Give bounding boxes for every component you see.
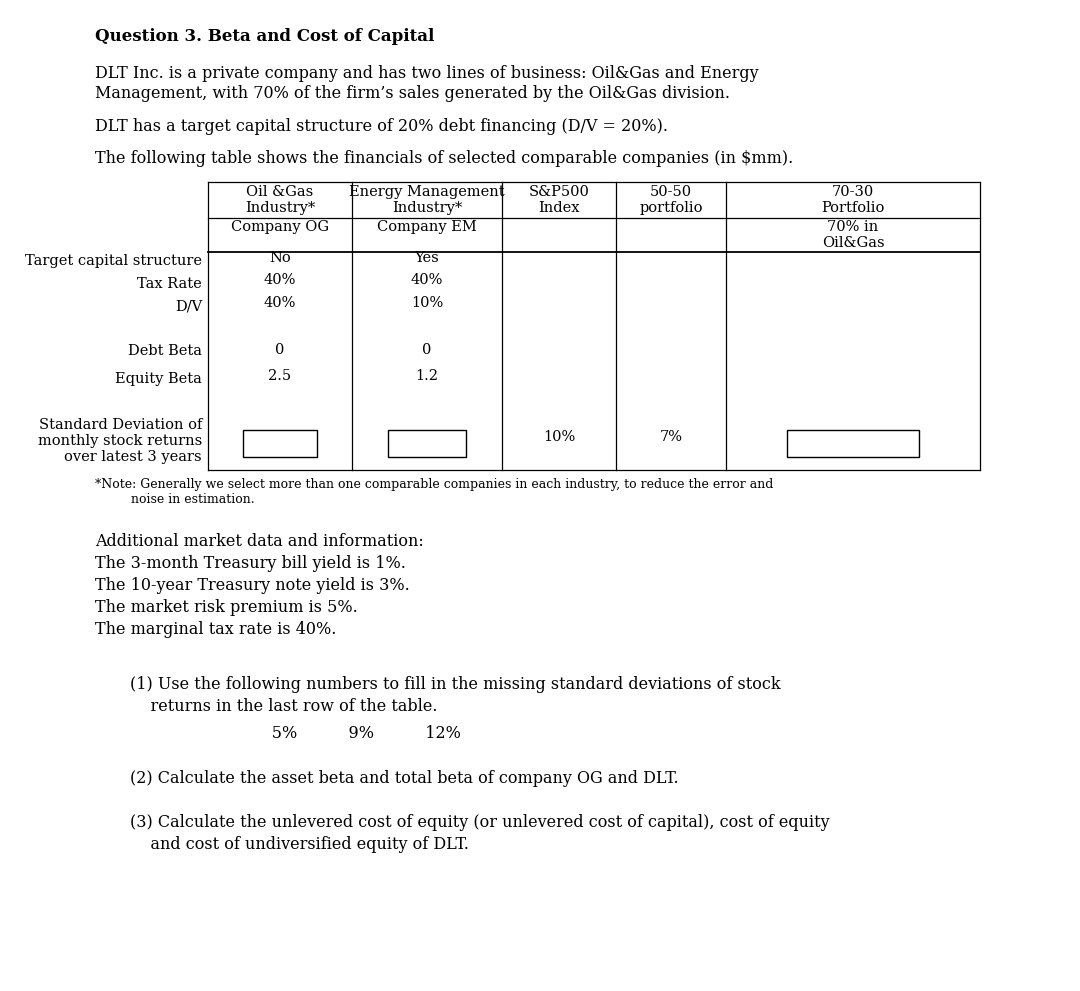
Bar bbox=[243, 429, 318, 457]
Text: Target capital structure: Target capital structure bbox=[25, 254, 202, 268]
Text: DLT has a target capital structure of 20% debt financing (D/V = 20%).: DLT has a target capital structure of 20… bbox=[95, 118, 669, 135]
Text: 70% in
Oil&Gas: 70% in Oil&Gas bbox=[822, 220, 885, 250]
Text: Question 3. Beta and Cost of Capital: Question 3. Beta and Cost of Capital bbox=[95, 28, 434, 45]
Text: and cost of undiversified equity of DLT.: and cost of undiversified equity of DLT. bbox=[130, 836, 469, 853]
Text: 70-30
Portfolio: 70-30 Portfolio bbox=[821, 185, 885, 215]
Text: The 10-year Treasury note yield is 3%.: The 10-year Treasury note yield is 3%. bbox=[95, 577, 409, 594]
Text: 0: 0 bbox=[275, 343, 285, 357]
Text: Standard Deviation of
monthly stock returns
over latest 3 years: Standard Deviation of monthly stock retu… bbox=[38, 418, 202, 465]
Text: Equity Beta: Equity Beta bbox=[116, 372, 202, 386]
Text: Yes: Yes bbox=[415, 251, 440, 265]
Bar bbox=[388, 429, 465, 457]
Bar bbox=[787, 429, 919, 457]
Text: Additional market data and information:: Additional market data and information: bbox=[95, 533, 423, 550]
Text: The following table shows the financials of selected comparable companies (in $m: The following table shows the financials… bbox=[95, 150, 793, 167]
Text: No: No bbox=[269, 251, 291, 265]
Text: DLT Inc. is a private company and has two lines of business: Oil&Gas and Energy: DLT Inc. is a private company and has tw… bbox=[95, 65, 758, 82]
Text: (3) Calculate the unlevered cost of equity (or unlevered cost of capital), cost : (3) Calculate the unlevered cost of equi… bbox=[130, 814, 829, 831]
Text: 0: 0 bbox=[422, 343, 432, 357]
Text: Oil &Gas
Industry*: Oil &Gas Industry* bbox=[245, 185, 315, 215]
Text: Company OG: Company OG bbox=[231, 220, 329, 234]
Text: (2) Calculate the asset beta and total beta of company OG and DLT.: (2) Calculate the asset beta and total b… bbox=[130, 770, 678, 787]
Text: 7%: 7% bbox=[660, 430, 683, 444]
Text: (1) Use the following numbers to fill in the missing standard deviations of stoc: (1) Use the following numbers to fill in… bbox=[130, 676, 781, 693]
Text: D/V: D/V bbox=[175, 300, 202, 314]
Text: 10%: 10% bbox=[410, 296, 443, 310]
Text: 2.5: 2.5 bbox=[269, 369, 292, 383]
Text: 40%: 40% bbox=[264, 274, 296, 287]
Text: Company EM: Company EM bbox=[377, 220, 477, 234]
Text: 10%: 10% bbox=[543, 430, 576, 444]
Text: Tax Rate: Tax Rate bbox=[137, 277, 202, 291]
Text: returns in the last row of the table.: returns in the last row of the table. bbox=[130, 698, 437, 715]
Text: The 3-month Treasury bill yield is 1%.: The 3-month Treasury bill yield is 1%. bbox=[95, 555, 406, 572]
Text: Debt Beta: Debt Beta bbox=[129, 344, 202, 358]
Text: S&P500
Index: S&P500 Index bbox=[528, 185, 590, 215]
Text: Management, with 70% of the firm’s sales generated by the Oil&Gas division.: Management, with 70% of the firm’s sales… bbox=[95, 85, 730, 102]
Text: The market risk premium is 5%.: The market risk premium is 5%. bbox=[95, 599, 357, 616]
Text: 1.2: 1.2 bbox=[416, 369, 438, 383]
Text: 40%: 40% bbox=[264, 296, 296, 310]
Text: Energy Management
Industry*: Energy Management Industry* bbox=[349, 185, 504, 215]
Text: The marginal tax rate is 40%.: The marginal tax rate is 40%. bbox=[95, 621, 336, 638]
Text: 40%: 40% bbox=[410, 274, 443, 287]
Text: 50-50
portfolio: 50-50 portfolio bbox=[639, 185, 703, 215]
Text: *Note: Generally we select more than one comparable companies in each industry, : *Note: Generally we select more than one… bbox=[95, 478, 773, 506]
Text: 5%          9%          12%: 5% 9% 12% bbox=[200, 725, 461, 742]
